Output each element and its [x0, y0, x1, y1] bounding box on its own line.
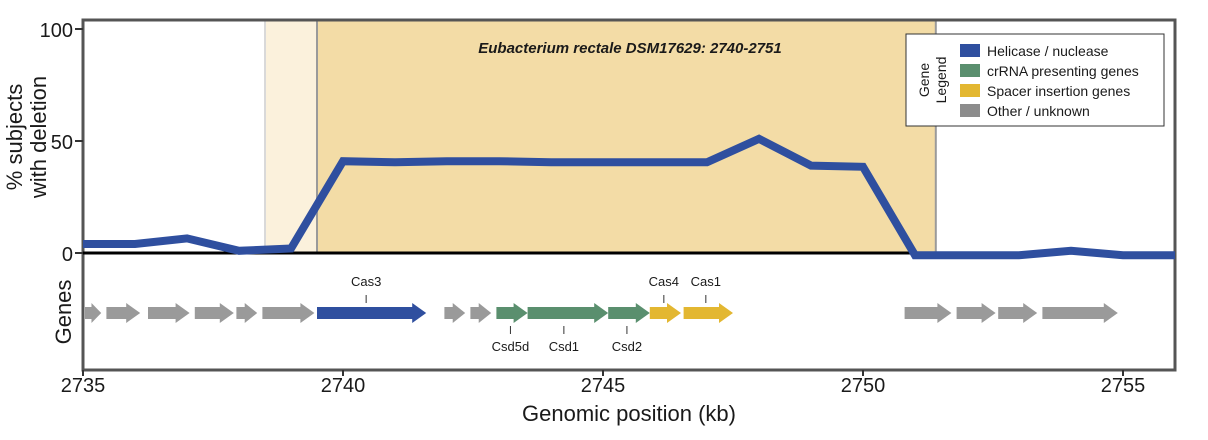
- gene-arrow-other: [148, 303, 190, 323]
- gene-arrow-crrna: [527, 303, 609, 323]
- genes-track-label: Genes: [51, 280, 76, 345]
- legend-swatch: [960, 84, 980, 97]
- shading-layer: [264, 20, 937, 253]
- legend: Gene Legend Helicase / nuclease crRNA pre…: [905, 33, 1165, 127]
- x-tick-label: 2735: [61, 375, 106, 397]
- gene-arrow-other: [470, 303, 492, 323]
- gene-arrow-other: [998, 303, 1038, 323]
- gene-arrow-other: [444, 303, 466, 323]
- series-line-0: [83, 134, 1175, 260]
- gene-label: Csd2: [612, 339, 642, 354]
- gene-arrow-other: [106, 303, 141, 323]
- x-tick-label: 2750: [841, 375, 886, 397]
- legend-label: Helicase / nuclease: [987, 43, 1109, 59]
- legend-label: crRNA presenting genes: [987, 63, 1139, 79]
- highlight-region: [317, 20, 936, 253]
- y-tick-label: 50: [51, 132, 73, 154]
- x-tick-label: 2745: [581, 375, 626, 397]
- series-layer: [83, 134, 1175, 260]
- gene-arrow-crrna: [608, 303, 650, 323]
- gene-arrow-other: [85, 303, 102, 323]
- legend-entries: Helicase / nuclease crRNA presenting gene…: [960, 43, 1139, 119]
- legend-swatch: [960, 44, 980, 57]
- gene-arrow-helicase: [317, 303, 427, 323]
- gene-arrow-other: [956, 303, 996, 323]
- y-tick-label: 0: [62, 244, 73, 266]
- x-axis-label: Genomic position (kb): [522, 401, 736, 426]
- gene-arrow-spacer: [649, 303, 681, 323]
- y-axis: 0 50 100: [40, 20, 83, 266]
- legend-label: Other / unknown: [987, 103, 1090, 119]
- y-axis-label-line1: % subjects: [2, 84, 27, 190]
- x-tick-label: 2740: [321, 375, 366, 397]
- gene-arrow-other: [1042, 303, 1118, 323]
- gene-arrow-other: [236, 303, 258, 323]
- gene-label: Cas4: [649, 274, 679, 289]
- legend-swatch: [960, 104, 980, 117]
- chart-title: Eubacterium rectale DSM17629: 2740-2751: [478, 40, 782, 57]
- y-tick-label: 100: [40, 20, 73, 42]
- gene-label: Cas3: [351, 274, 381, 289]
- gene-arrow-crrna: [496, 303, 528, 323]
- legend-title-line2: Legend: [933, 57, 949, 104]
- legend-swatch: [960, 64, 980, 77]
- legend-title-line1: Gene: [916, 63, 932, 97]
- gene-arrow-other: [194, 303, 234, 323]
- y-axis-label-line2: with deletion: [26, 76, 51, 199]
- gene-label: Csd5d: [492, 339, 530, 354]
- gene-arrow-other: [904, 303, 952, 323]
- x-axis: 2735 2740 2745 2750 2755: [61, 370, 1146, 397]
- legend-box: [905, 33, 1165, 127]
- x-tick-label: 2755: [1101, 375, 1146, 397]
- genes-layer: Cas3 Csd5d Csd1 Csd2 Cas4 Cas1: [85, 274, 1118, 354]
- gene-label: Cas1: [691, 274, 721, 289]
- legend-label: Spacer insertion genes: [987, 83, 1130, 99]
- gene-arrow-other: [262, 303, 315, 323]
- gene-label: Csd1: [549, 339, 579, 354]
- gene-arrow-spacer: [683, 303, 733, 323]
